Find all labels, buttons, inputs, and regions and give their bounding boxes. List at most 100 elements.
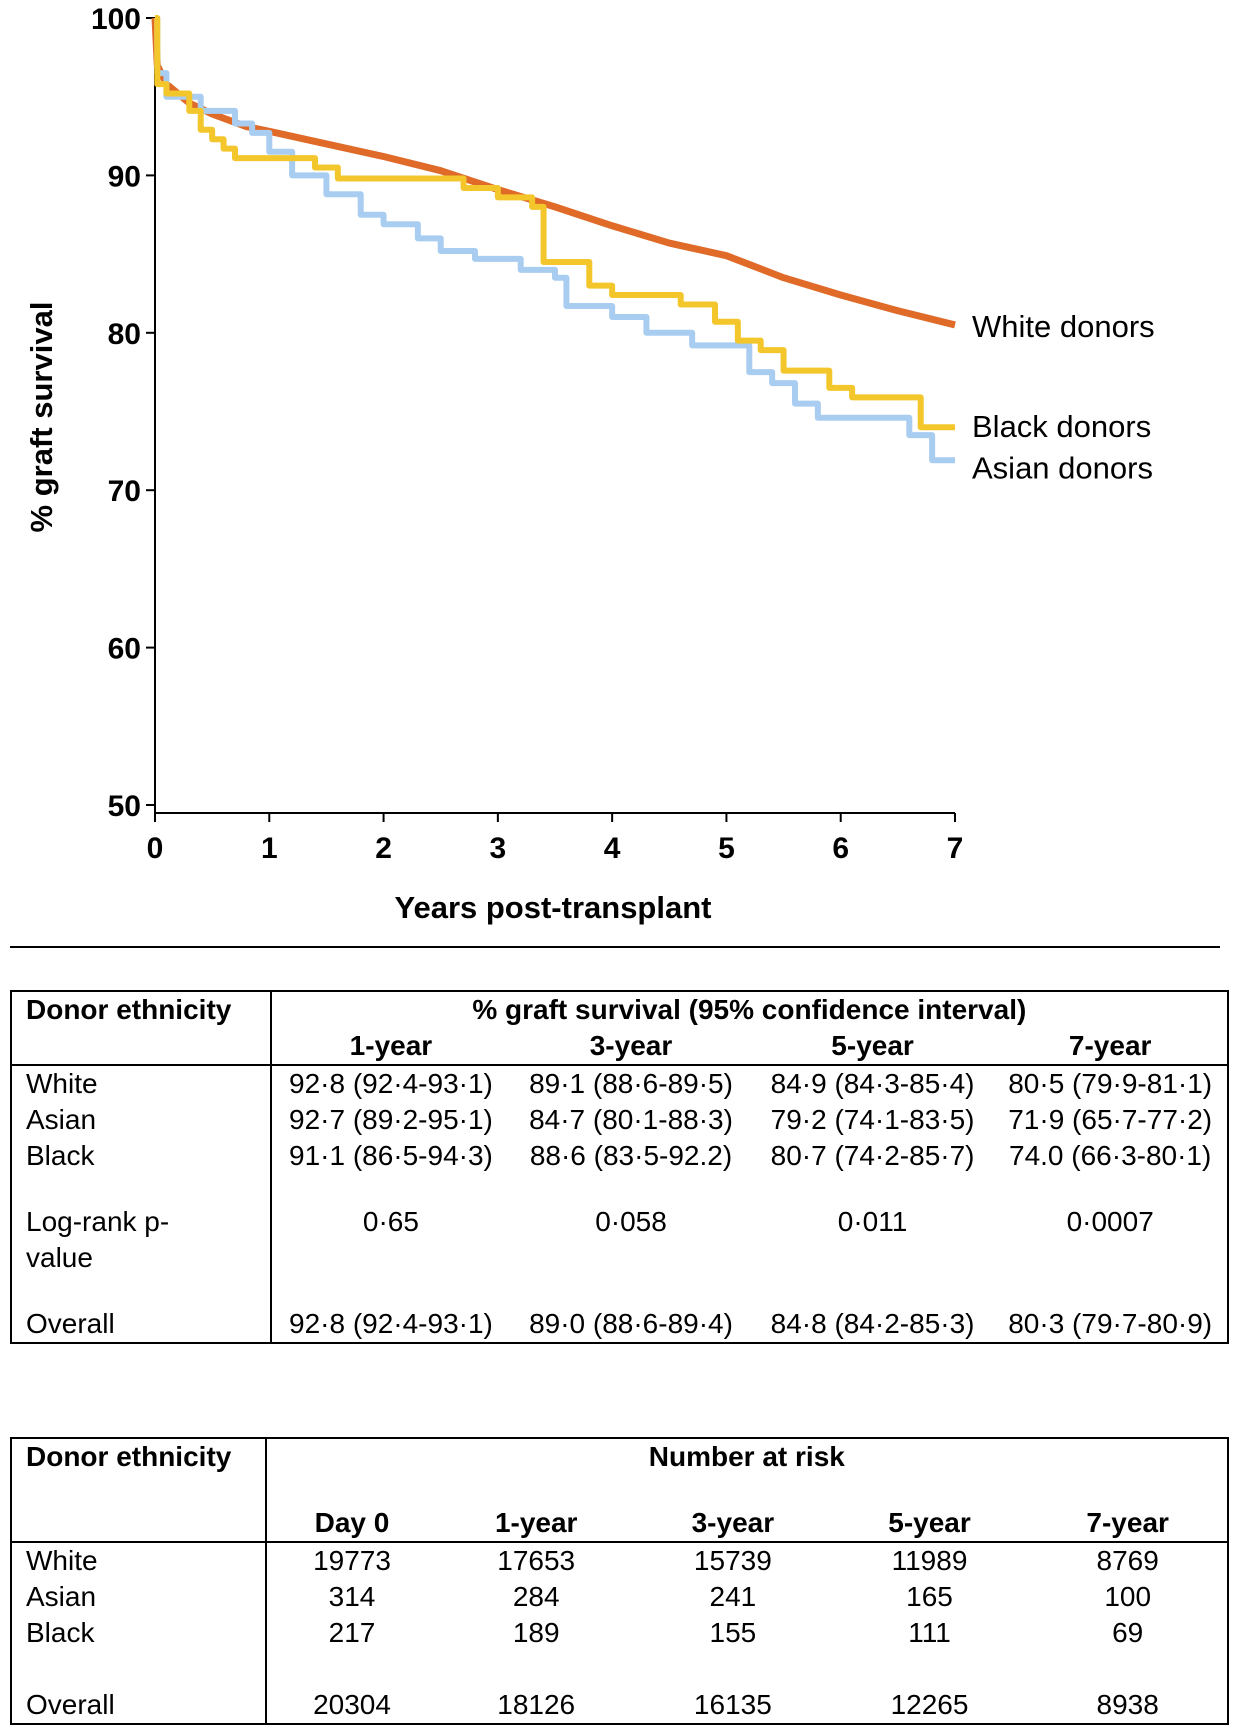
graft-survival-table: Donor ethnicity % graft survival (95% co… [10,990,1229,1344]
row-label: White [26,1068,98,1099]
table-cell: 0·0007 [1066,1206,1154,1237]
table-cell: 217 [264,1615,438,1651]
table-cell: 0·011 [837,1206,908,1237]
series-label: White donors [972,309,1155,344]
table-cell: 189 [512,1617,560,1648]
table-row: White 19773 17653 15739 11989 8769 [11,1542,1228,1579]
y-tick-label: 100 [91,3,141,36]
spacer-row [11,1276,1228,1306]
series-line-asian-donors [154,15,955,464]
table-cell: 12265 [890,1689,969,1720]
chart-lines: White donors Asian donors Black donors [151,15,1155,485]
table-cell: 111 [908,1617,951,1648]
risk-period-header: Day 0 [264,1505,438,1542]
survival-period-header: 1-year [269,1028,511,1065]
table-cell: 155 [709,1617,757,1648]
table-cell: 16135 [693,1689,772,1720]
x-tick-label: 1 [261,832,278,865]
table-cell: 69 [1112,1617,1144,1648]
logrank-row: Log-rank p-value 0·65 0·058 0·011 0·0007 [11,1204,1228,1276]
table-row: Overall 92·8 (92·4-93·1) 89·0 (88·6-89·4… [11,1306,1228,1343]
table-cell: 92·8 (92·4-93·1) [269,1306,511,1343]
table-cell: 71·9 (65·7-77·2) [1008,1104,1213,1135]
table-cell: 100 [1104,1581,1152,1612]
table-cell: 8769 [1096,1545,1159,1576]
table-cell: 0·058 [595,1206,667,1237]
spacer-row [11,1651,1228,1687]
y-tick-label: 80 [108,318,141,351]
y-tick-label: 50 [108,790,141,823]
x-tick-label: 4 [604,832,621,865]
row-label: Asian [26,1581,97,1612]
survival-group-header: % graft survival (95% confidence interva… [269,991,1228,1028]
survival-chart: 50 60 70 80 90 100 0 1 2 3 4 5 6 7 White donors Asian … [24,3,1155,925]
x-tick-label: 3 [490,832,507,865]
series-line-black-donors [154,15,955,431]
table-cell: 15739 [693,1545,772,1576]
y-tick-label: 70 [108,475,141,508]
number-at-risk-table: Donor ethnicity Number at risk Day 0 1-y… [10,1437,1229,1725]
y-tick-label: 60 [108,633,141,666]
table-cell: 20304 [264,1687,438,1724]
survival-header-spacer [11,1028,271,1065]
x-axis-label: Years post-transplant [395,890,712,925]
table-cell: 241 [709,1581,757,1612]
row-label: Log-rank p-value [26,1206,170,1273]
x-tick-label: 7 [947,832,964,865]
table-cell: 17653 [497,1545,576,1576]
table-cell: 80·5 (79·9-81·1) [1008,1068,1213,1099]
table-cell: 80·3 (79·7-80·9) [1008,1308,1213,1339]
table-cell: 314 [264,1579,438,1615]
table-cell: 91·1 (86·5-94·3) [269,1138,511,1174]
chart-ticks: 50 60 70 80 90 100 0 1 2 3 4 5 6 7 [91,3,963,865]
risk-period-header: 5-year [888,1507,971,1538]
table-cell: 79·2 (74·1-83·5) [770,1104,975,1135]
table-cell: 84·9 (84·3-85·4) [770,1068,975,1099]
section-divider [10,946,1220,948]
series-label: Black donors [972,409,1151,444]
table-cell: 74.0 (66·3-80·1) [1009,1140,1212,1171]
survival-col-header: Donor ethnicity [26,994,232,1025]
row-label: Overall [26,1308,115,1339]
x-tick-label: 6 [832,832,849,865]
x-tick-label: 2 [375,832,392,865]
table-cell: 11989 [891,1545,968,1576]
table-cell: 18126 [497,1689,576,1720]
table-cell: 84·8 (84·2-85·3) [770,1308,975,1339]
risk-group-header: Number at risk [264,1438,1228,1475]
row-label: Black [26,1140,95,1171]
y-axis-label: % graft survival [24,302,59,533]
table-cell: 84·7 (80·1-88·3) [529,1104,733,1135]
table-row: Black 217 189 155 111 69 [11,1615,1228,1651]
x-tick-label: 0 [147,832,164,865]
risk-col-header: Donor ethnicity [26,1441,232,1472]
chart-axes [154,18,955,814]
risk-period-header: 1-year [494,1507,578,1538]
row-label: Asian [26,1104,97,1135]
table-cell: 89·1 (88·6-89·5) [529,1068,733,1099]
table-row: White 92·8 (92·4-93·1) 89·1 (88·6-89·5) … [11,1065,1228,1102]
row-label: Black [26,1617,95,1648]
table-row: Overall 20304 18126 16135 12265 8938 [11,1687,1228,1724]
table-cell: 92·7 (89·2-95·1) [269,1102,511,1138]
survival-period-header: 5-year [831,1030,914,1061]
table-cell: 284 [512,1581,560,1612]
row-label: Overall [26,1689,115,1720]
table-row: Asian 314 284 241 165 100 [11,1579,1228,1615]
table-cell: 80·7 (74·2-85·7) [770,1140,975,1171]
y-tick-label: 90 [108,160,141,193]
table-cell: 0·65 [269,1204,511,1276]
table-cell: 88·6 (83·5-92.2) [529,1140,733,1171]
risk-period-header: 3-year [691,1507,775,1538]
survival-period-header: 7-year [1068,1030,1152,1061]
table-cell: 92·8 (92·4-93·1) [269,1065,511,1102]
table-row: Black 91·1 (86·5-94·3) 88·6 (83·5-92.2) … [11,1138,1228,1174]
survival-period-header: 3-year [589,1030,673,1061]
table-cell: 165 [906,1581,953,1612]
row-label: White [26,1545,98,1576]
spacer-row [11,1174,1228,1204]
series-label: Asian donors [972,450,1153,485]
table-cell: 89·0 (88·6-89·4) [529,1308,733,1339]
x-tick-label: 5 [718,832,735,865]
table-row: Asian 92·7 (89·2-95·1) 84·7 (80·1-88·3) … [11,1102,1228,1138]
